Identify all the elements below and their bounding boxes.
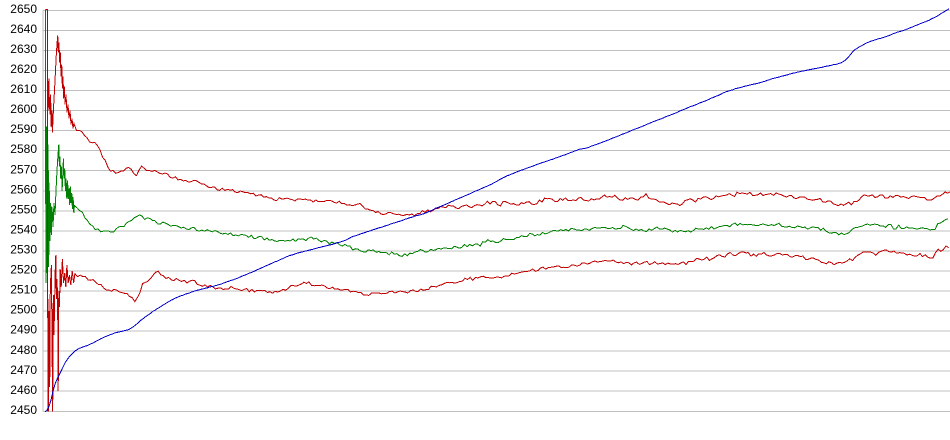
- svg-text:2490: 2490: [10, 323, 37, 337]
- svg-text:2560: 2560: [10, 182, 37, 196]
- svg-text:2580: 2580: [10, 142, 37, 156]
- svg-text:2630: 2630: [10, 42, 37, 56]
- svg-text:2550: 2550: [10, 202, 37, 216]
- svg-text:2470: 2470: [10, 363, 37, 377]
- svg-text:2570: 2570: [10, 162, 37, 176]
- svg-text:2590: 2590: [10, 122, 37, 136]
- svg-text:2480: 2480: [10, 343, 37, 357]
- svg-text:2520: 2520: [10, 263, 37, 277]
- svg-text:2650: 2650: [10, 2, 37, 16]
- svg-text:2500: 2500: [10, 303, 37, 317]
- svg-text:2510: 2510: [10, 283, 37, 297]
- svg-text:2600: 2600: [10, 102, 37, 116]
- svg-text:2620: 2620: [10, 62, 37, 76]
- svg-text:2530: 2530: [10, 243, 37, 257]
- svg-text:2610: 2610: [10, 82, 37, 96]
- svg-text:2640: 2640: [10, 22, 37, 36]
- svg-text:2460: 2460: [10, 383, 37, 397]
- svg-text:2540: 2540: [10, 223, 37, 237]
- svg-text:2450: 2450: [10, 403, 37, 417]
